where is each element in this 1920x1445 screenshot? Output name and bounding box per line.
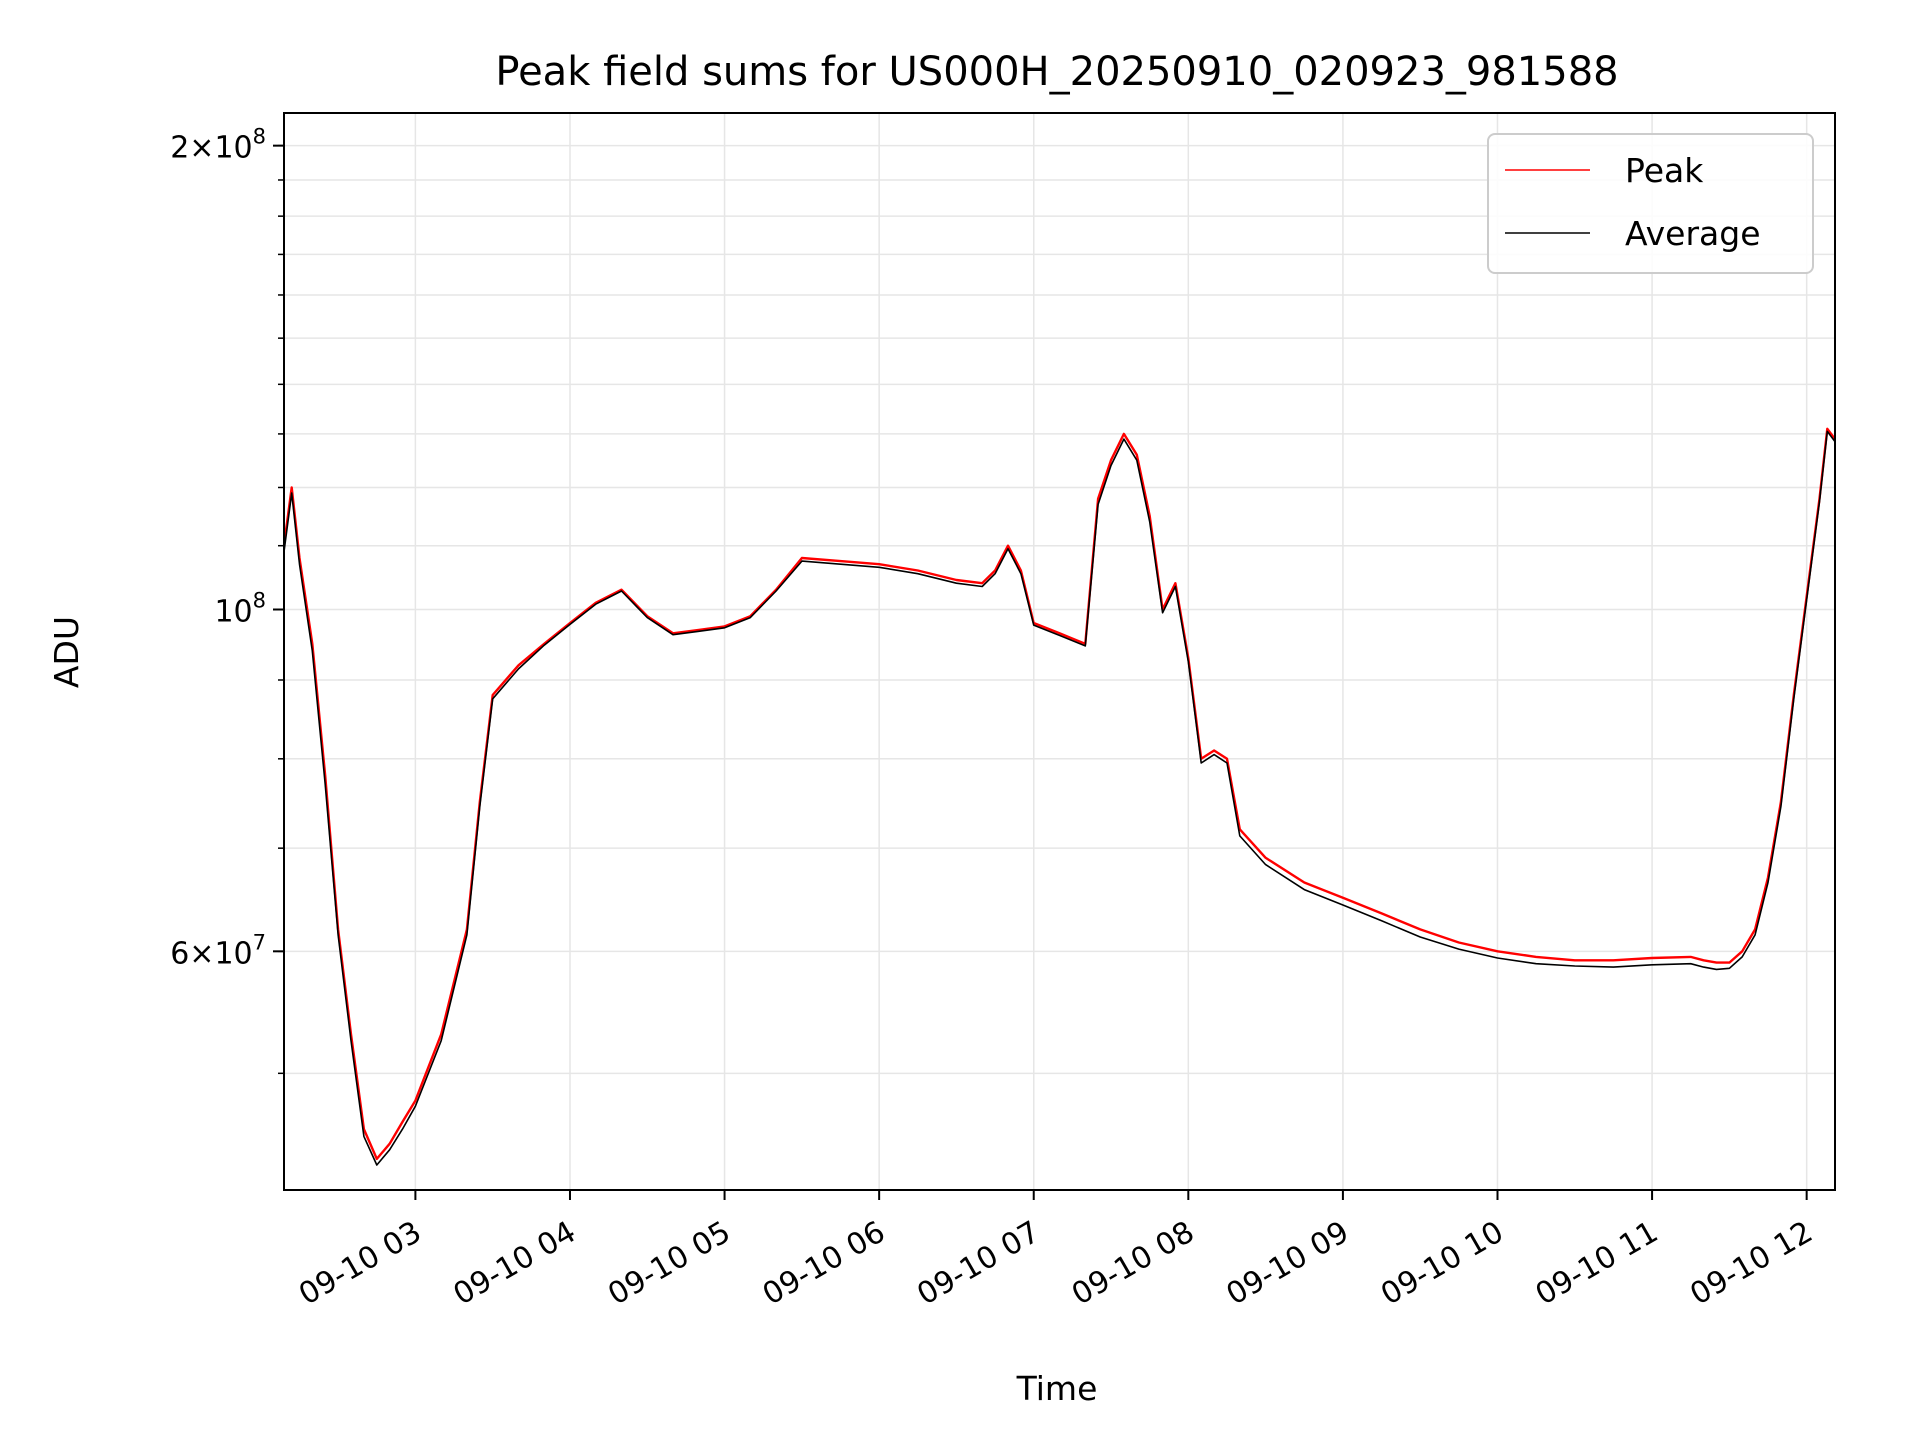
plot-frame [283,112,1836,1191]
legend-peak-label: Peak [1625,151,1704,190]
chart-title: Peak field sums for US000H_20250910_0209… [495,49,1618,95]
y-axis-label: ADU [47,616,86,688]
series-line-average [283,430,1836,1166]
legend-box [1487,133,1814,274]
y-tick-label: 108 [214,588,266,629]
series-line-peak [282,427,1836,1161]
x-axis-label: Time [1016,1369,1098,1408]
series-layer [282,427,1836,1166]
legend-average-label: Average [1625,214,1761,253]
legend: Peak Average [1487,133,1814,274]
y-tick-label: 6×107 [170,930,266,971]
y-tick-label: 2×108 [170,125,266,166]
